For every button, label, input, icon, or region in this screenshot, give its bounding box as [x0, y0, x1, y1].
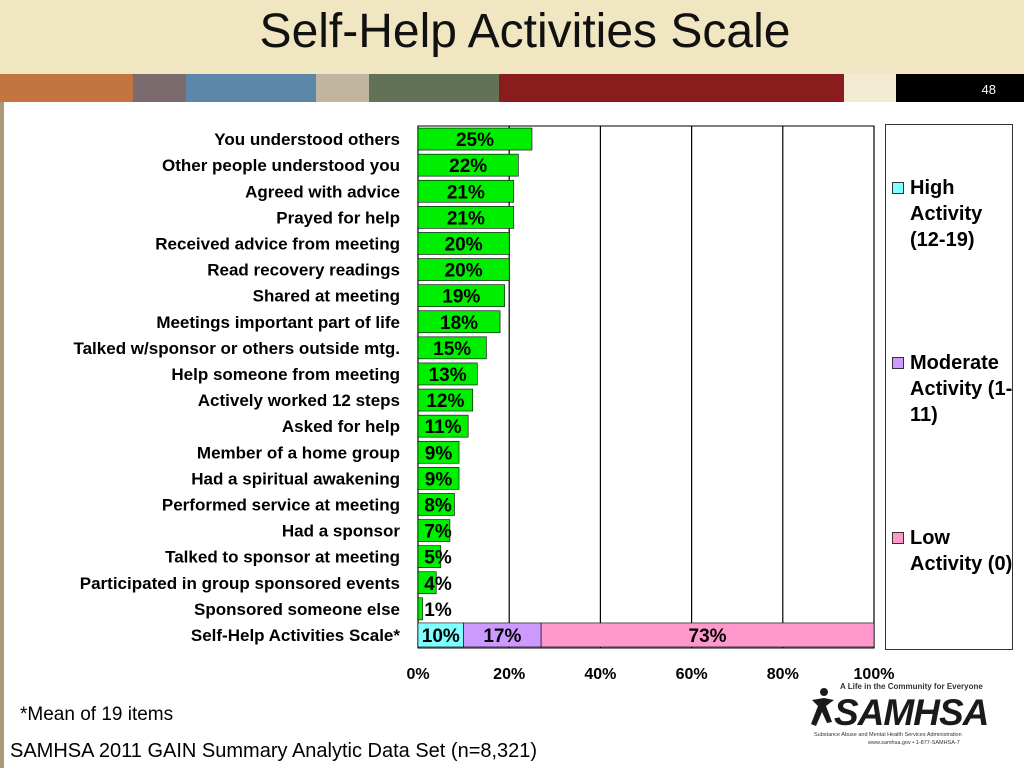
data-label: 20% [445, 234, 483, 255]
strip-segment [133, 74, 186, 102]
data-label: 9% [425, 469, 453, 490]
strip-segment [369, 74, 499, 102]
logo-subtitle: Substance Abuse and Mental Health Servic… [814, 732, 962, 738]
bar [417, 179, 515, 203]
bar [417, 310, 501, 334]
category-label: You understood others [214, 130, 400, 149]
bar [417, 232, 510, 255]
bar [417, 440, 460, 464]
category-label: Member of a home group [197, 443, 400, 462]
data-label: 15% [433, 339, 471, 360]
title-bar [0, 0, 1024, 74]
bar [417, 206, 515, 229]
footnote: *Mean of 19 items [20, 704, 174, 725]
content-frame [0, 102, 1024, 768]
bar [417, 362, 478, 386]
x-tick-label: 20% [493, 666, 525, 683]
category-label: Actively worked 12 steps [198, 391, 400, 410]
legend-label: Low Activity (0) [910, 527, 1013, 575]
bar [417, 467, 460, 490]
data-label: 13% [429, 365, 467, 386]
data-label: 9% [425, 443, 453, 464]
stacked-bar-segment [540, 622, 875, 648]
legend-swatch [892, 182, 904, 194]
strip-segment [896, 74, 1024, 102]
data-label: 8% [424, 495, 452, 516]
category-label: Other people understood you [162, 156, 400, 175]
data-label: 19% [442, 287, 480, 308]
source-note: SAMHSA 2011 GAIN Summary Analytic Data S… [10, 740, 538, 762]
data-label: 20% [445, 261, 483, 282]
bar [417, 388, 474, 412]
data-label: 22% [449, 156, 487, 177]
logo-url: www.samhsa.gov • 1-877-SAMHSA-7 [868, 740, 960, 746]
category-label: Help someone from meeting [171, 365, 400, 384]
category-label: Participated in group sponsored events [80, 574, 400, 593]
strip-segment [316, 74, 369, 102]
legend-swatch [892, 532, 904, 544]
logo-wordmark: SAMHSA [834, 692, 989, 733]
bar [417, 414, 469, 438]
person-figure-icon [811, 688, 834, 726]
chart-legend: High Activity (12-19) Moderate Activity (… [885, 124, 1013, 650]
category-label: Agreed with advice [245, 182, 400, 201]
category-label: Asked for help [282, 417, 400, 436]
data-label: 1% [424, 600, 452, 621]
category-label: Shared at meeting [253, 287, 400, 306]
data-label: 17% [483, 626, 521, 647]
bar [417, 127, 533, 151]
data-label: 12% [426, 391, 464, 412]
category-label: Performed service at meeting [162, 495, 400, 514]
x-tick-label: 100% [854, 666, 895, 683]
category-label: Had a spiritual awakening [191, 469, 400, 488]
logo-tagline: A Life in the Community for Everyone [840, 682, 983, 691]
bar [417, 258, 510, 281]
slide-number: 48 [981, 82, 996, 97]
strip-segment [499, 74, 844, 102]
data-label: 11% [425, 417, 462, 438]
category-label: Had a sponsor [282, 522, 400, 541]
category-label: Received advice from meeting [155, 234, 400, 253]
data-label: 7% [424, 522, 452, 543]
category-label: Sponsored someone else [194, 600, 400, 619]
page-title: Self-Help Activities Scale [259, 5, 791, 58]
bar [417, 284, 505, 307]
bar [417, 571, 437, 595]
data-label: 21% [447, 182, 485, 203]
legend-label: High Activity (12-19) [910, 177, 983, 251]
bar [417, 545, 442, 568]
x-tick-label: 40% [584, 666, 616, 683]
data-label: 25% [456, 130, 494, 151]
bar [417, 336, 487, 360]
strip-segment [0, 74, 133, 102]
color-strip [0, 74, 1024, 102]
data-label: 73% [689, 626, 727, 647]
plot-area [417, 125, 875, 649]
samhsa-logo: A Life in the Community for Everyone SAM… [808, 682, 989, 752]
category-label: Meetings important part of life [156, 313, 400, 332]
strip-segment [186, 74, 316, 102]
legend-label: Moderate Activity (1-11) [910, 352, 1013, 426]
category-label: Talked w/sponsor or others outside mtg. [73, 339, 400, 358]
strip-segment [844, 74, 896, 102]
x-tick-label: 60% [676, 666, 708, 683]
x-tick-label: 80% [767, 666, 799, 683]
bar [417, 493, 455, 516]
bar [417, 153, 519, 177]
category-label: Prayed for help [276, 208, 400, 227]
data-label: 5% [424, 548, 452, 569]
data-label: 21% [447, 208, 485, 229]
category-label: Talked to sponsor at meeting [165, 548, 400, 567]
bar [417, 519, 451, 542]
data-label: 4% [424, 574, 452, 595]
stacked-bar-segment [463, 622, 542, 648]
data-label: 18% [440, 313, 478, 334]
bar [417, 597, 423, 621]
legend-swatch [892, 357, 904, 369]
x-tick-label: 0% [406, 666, 429, 683]
category-label: Read recovery readings [207, 261, 400, 280]
category-label: Self-Help Activities Scale* [191, 626, 401, 645]
data-label: 10% [422, 626, 460, 647]
